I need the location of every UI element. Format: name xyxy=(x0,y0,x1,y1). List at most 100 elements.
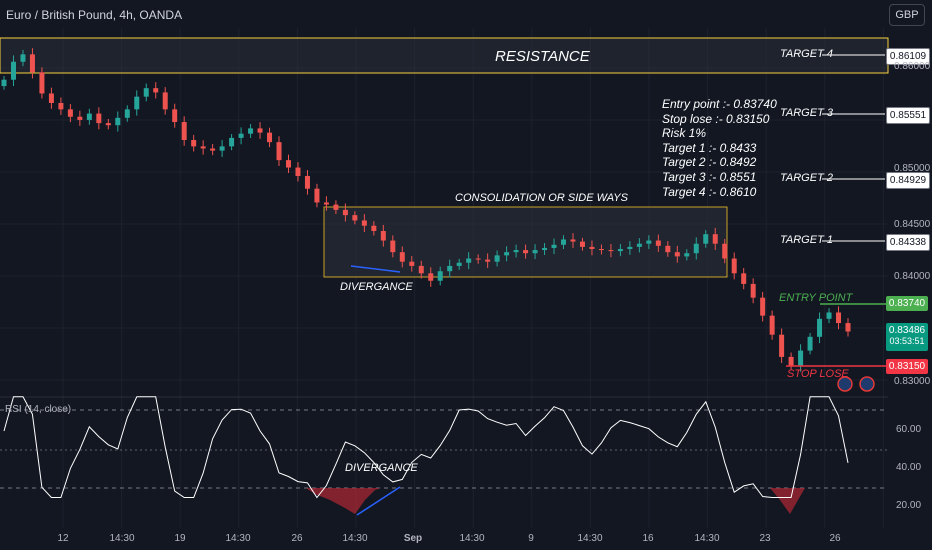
candle xyxy=(494,255,500,262)
candle xyxy=(447,265,453,272)
candle xyxy=(703,234,709,244)
candle xyxy=(579,241,585,247)
target-3-price-tag: 0.85551 xyxy=(886,107,930,124)
rsi-tick: 20.00 xyxy=(896,500,922,511)
candle xyxy=(134,96,140,110)
rsi-line xyxy=(3,396,849,499)
candle xyxy=(428,273,434,281)
stop-price-tag: 0.83150 xyxy=(886,359,928,374)
trade-plan-line: Risk 1% xyxy=(662,126,707,141)
trade-plan-line: Target 4 :- 0.8610 xyxy=(662,184,757,199)
candle xyxy=(352,215,358,221)
candle xyxy=(674,252,680,257)
candle xyxy=(390,240,396,253)
candle xyxy=(67,109,73,117)
consolidation-box xyxy=(323,206,728,278)
candle xyxy=(153,88,159,93)
resistance-zone xyxy=(0,37,889,74)
currency-button[interactable]: GBP xyxy=(889,4,925,26)
candle xyxy=(361,220,367,226)
candle xyxy=(409,261,415,266)
candle xyxy=(115,117,121,126)
candle xyxy=(96,113,102,124)
candle xyxy=(504,252,510,256)
rsi-title: RSI (14, close) xyxy=(5,404,72,415)
candle xyxy=(276,142,282,161)
candle xyxy=(807,336,813,351)
time-tick: Sep xyxy=(403,533,423,544)
candle xyxy=(371,225,377,232)
candle xyxy=(124,109,130,118)
candle xyxy=(229,137,235,147)
stop-lose-label: STOP LOSE xyxy=(787,368,849,380)
grid xyxy=(0,28,888,528)
trade-plan-line: Target 1 :- 0.8433 xyxy=(662,140,757,155)
candle xyxy=(608,250,614,252)
event-icon[interactable] xyxy=(859,376,875,392)
candle xyxy=(589,246,595,249)
candle xyxy=(627,246,633,249)
trade-plan-line: Target 2 :- 0.8492 xyxy=(662,155,757,170)
candle xyxy=(475,258,481,260)
entry-price-tag: 0.83740 xyxy=(886,296,928,311)
candle xyxy=(314,188,320,203)
candle xyxy=(191,140,197,147)
candle xyxy=(779,334,785,357)
candle xyxy=(722,243,728,259)
candle xyxy=(58,103,64,110)
candle xyxy=(248,128,254,134)
target-4-label: TARGET 4 xyxy=(780,48,833,60)
time-tick: 23 xyxy=(759,533,771,544)
time-tick: 14:30 xyxy=(577,533,603,544)
candle xyxy=(342,209,348,216)
candle xyxy=(238,133,244,138)
rsi-tick: 40.00 xyxy=(896,462,922,473)
price-tick: 0.84500 xyxy=(894,219,931,230)
candle xyxy=(257,128,263,133)
candle xyxy=(617,249,623,252)
candle xyxy=(162,92,168,110)
rsi-tick: 60.00 xyxy=(896,424,922,435)
candle xyxy=(836,312,842,324)
candle-countdown: 03:53:51 xyxy=(889,336,925,346)
candle xyxy=(466,258,472,263)
symbol-title: Euro / British Pound, 4h, OANDA xyxy=(6,8,183,22)
candle xyxy=(267,132,273,143)
candle xyxy=(741,273,747,284)
candle xyxy=(817,318,823,337)
event-icon[interactable] xyxy=(837,376,853,392)
time-tick: 19 xyxy=(174,533,186,544)
candle xyxy=(20,54,26,62)
consolidation-label: CONSOLIDATION OR SIDE WAYS xyxy=(455,192,628,204)
time-tick: 26 xyxy=(829,533,841,544)
candle xyxy=(532,250,538,254)
divergence-rsi-label: DIVERGANCE xyxy=(345,462,418,474)
candle xyxy=(181,122,187,141)
target-1-price-tag: 0.84338 xyxy=(886,234,930,251)
trade-plan-line: Entry point :- 0.83740 xyxy=(662,97,777,111)
candle xyxy=(323,202,329,205)
candle xyxy=(77,116,83,120)
candle xyxy=(750,283,756,298)
candle xyxy=(48,93,54,103)
candle xyxy=(380,231,386,241)
candle xyxy=(798,350,804,366)
candle xyxy=(523,250,529,254)
candle xyxy=(333,204,339,210)
price-tick: 0.84000 xyxy=(894,271,931,282)
entry-point-label: ENTRY POINT xyxy=(779,292,853,304)
candle xyxy=(513,250,519,253)
price-tick: 0.85000 xyxy=(894,163,931,174)
time-tick: 12 xyxy=(57,533,69,544)
candle xyxy=(636,243,642,247)
candle xyxy=(684,253,690,257)
time-tick: 14:30 xyxy=(342,533,368,544)
candle xyxy=(210,148,216,151)
price-tick: 0.86000 xyxy=(894,61,931,72)
candle xyxy=(456,262,462,266)
candle xyxy=(826,312,832,319)
candle xyxy=(86,113,92,120)
candle xyxy=(418,265,424,274)
candle xyxy=(437,271,443,281)
